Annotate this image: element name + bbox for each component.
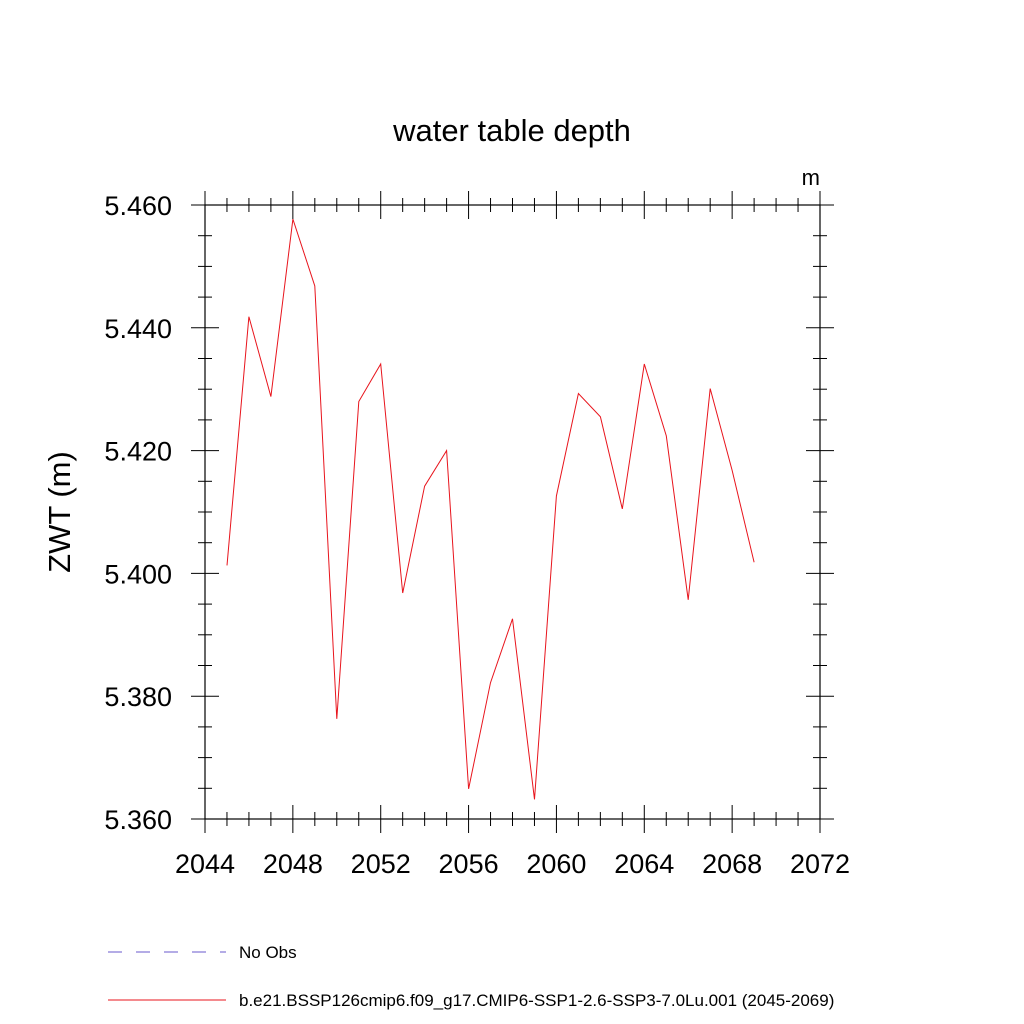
- y-tick-label: 5.400: [104, 559, 172, 589]
- y-tick-label: 5.380: [104, 682, 172, 712]
- x-tick-label: 2048: [263, 849, 323, 879]
- x-tick-label: 2060: [526, 849, 586, 879]
- y-tick-label: 5.360: [104, 805, 172, 835]
- x-tick-label: 2068: [702, 849, 762, 879]
- y-tick-label: 5.460: [104, 191, 172, 221]
- legend-label: b.e21.BSSP126cmip6.f09_g17.CMIP6-SSP1-2.…: [239, 991, 834, 1010]
- x-tick-label: 2044: [175, 849, 235, 879]
- x-tick-label: 2064: [614, 849, 674, 879]
- legend-label: No Obs: [239, 943, 297, 962]
- axis-ticks: 2044 2048 2052 2056 2060 2064 2068 2072 5.360 5.3…: [104, 191, 850, 879]
- y-axis-label: ZWT (m): [42, 451, 77, 573]
- units-label: m: [802, 165, 820, 190]
- series-line: [226, 218, 755, 800]
- chart-title: water table depth: [392, 113, 631, 148]
- legend: No Obs b.e21.BSSP126cmip6.f09_g17.CMIP6-S…: [108, 943, 834, 1010]
- plot-frame: [204, 204, 821, 820]
- y-tick-label: 5.440: [104, 314, 172, 344]
- y-tick-label: 5.420: [104, 437, 172, 467]
- x-tick-label: 2056: [439, 849, 499, 879]
- series-layer: [226, 218, 755, 800]
- x-tick-label: 2052: [351, 849, 411, 879]
- x-tick-label: 2072: [790, 849, 850, 879]
